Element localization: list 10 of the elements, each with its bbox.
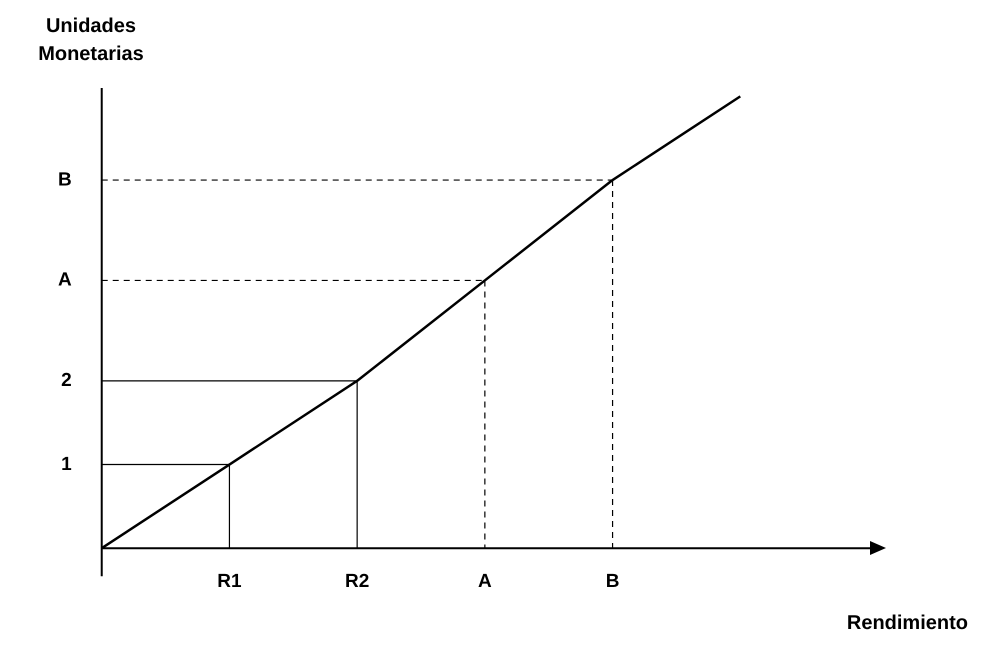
y-tick-label: 1	[61, 454, 72, 475]
x-tick-label: R2	[345, 570, 370, 592]
y-tick-label: 2	[61, 370, 72, 392]
y-tick-label: B	[58, 169, 72, 190]
x-tick-label: R1	[217, 570, 242, 592]
y-tick-label: A	[58, 270, 72, 291]
x-tick-label: A	[478, 570, 492, 592]
y-axis-title: Unidades Monetarias	[37, 14, 145, 67]
x-tick-label: B	[606, 570, 620, 592]
x-axis-title: Rendimiento	[846, 612, 968, 635]
